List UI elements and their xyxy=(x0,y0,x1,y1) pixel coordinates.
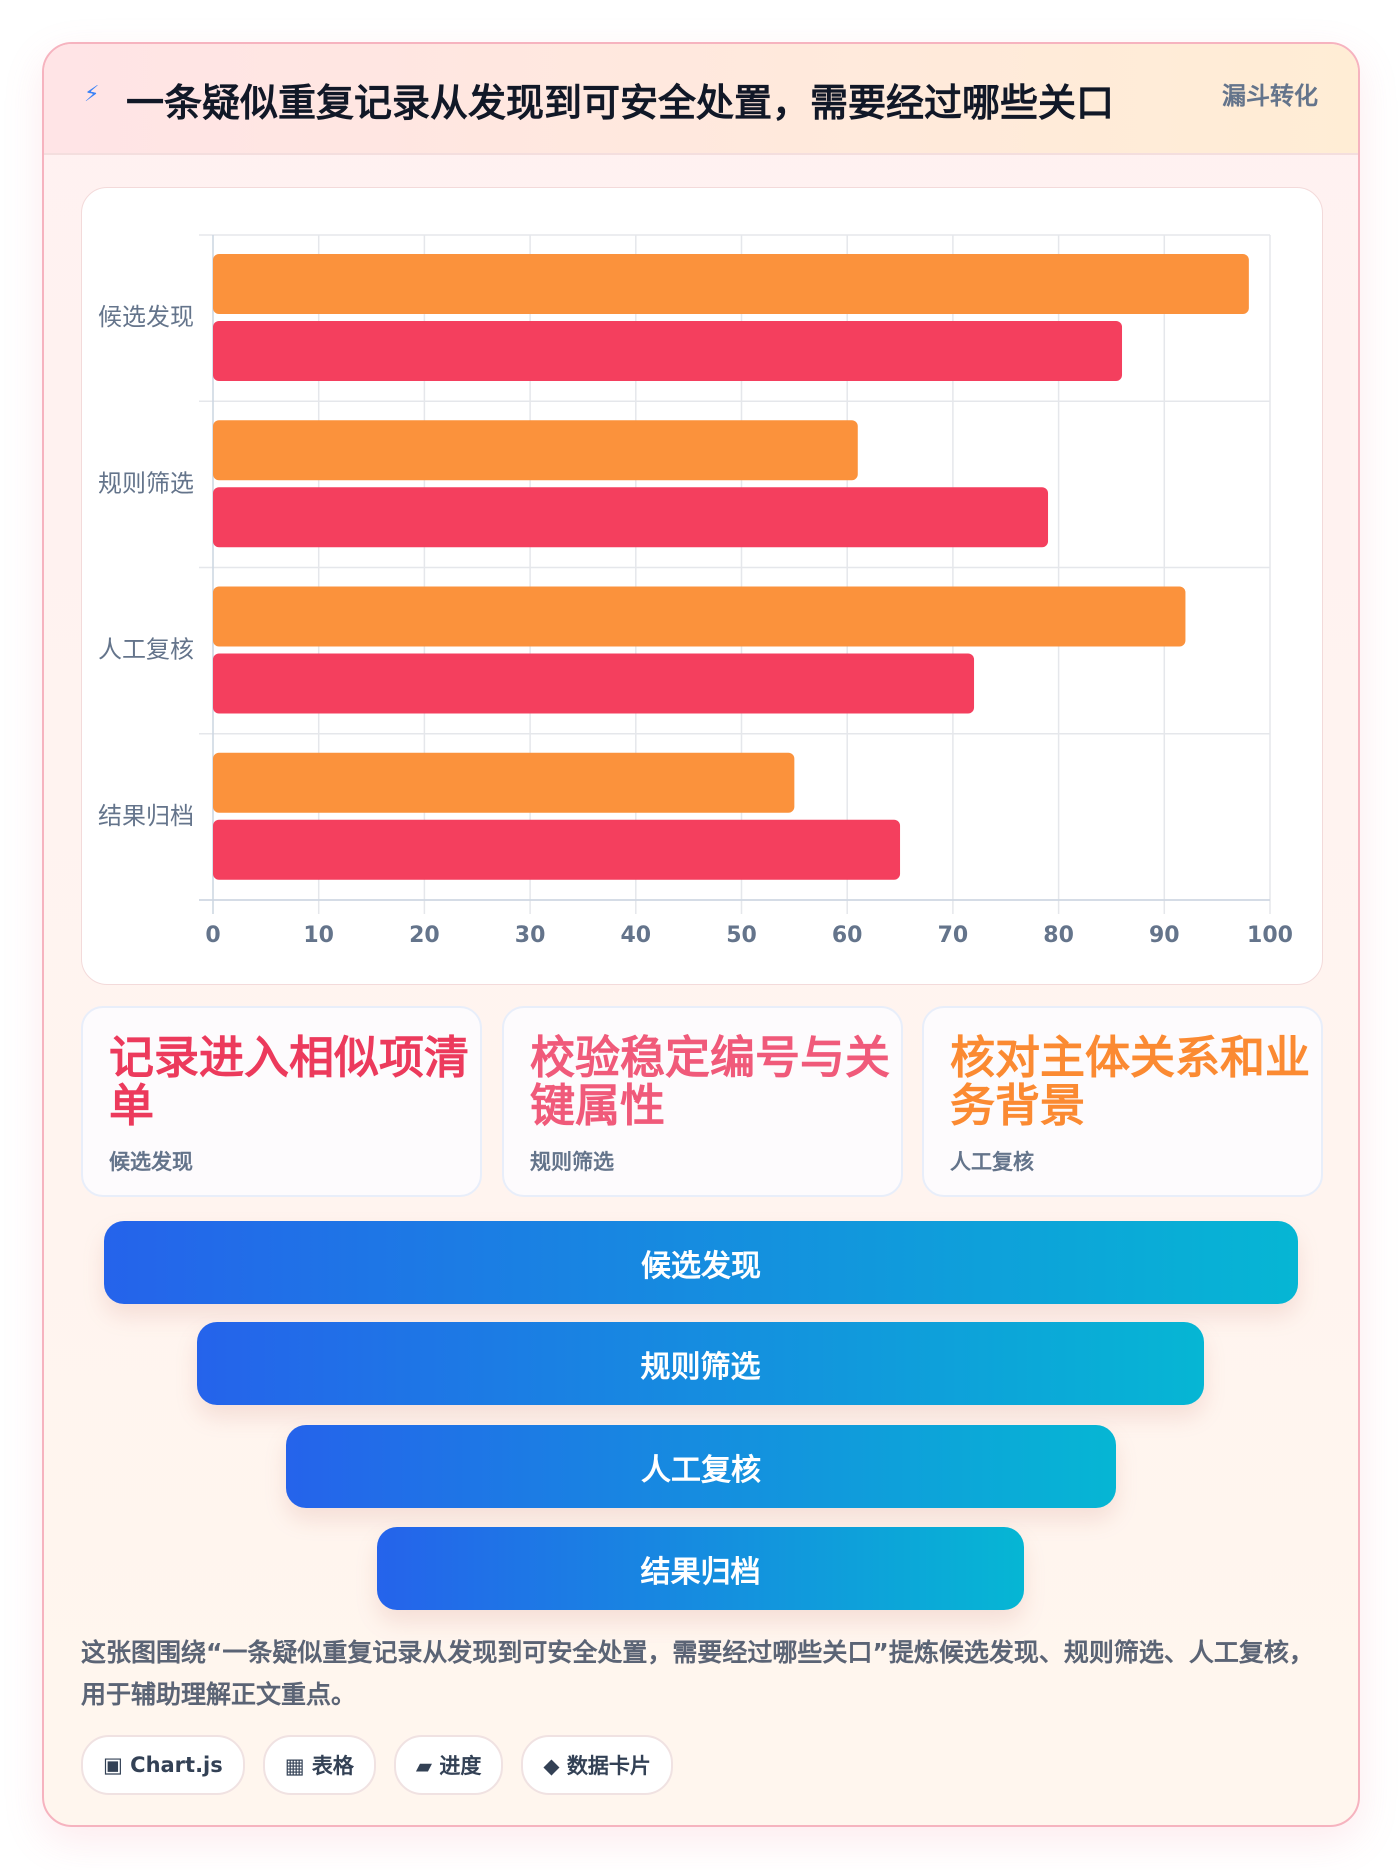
y-tick-label: 候选发现 xyxy=(98,303,194,331)
tag: ▣ Chart.js xyxy=(81,1735,245,1795)
bar xyxy=(213,653,975,714)
tag: ◆ 数据卡片 xyxy=(521,1735,673,1795)
info-card: 核对主体关系和业务背景 人工复核 xyxy=(922,1006,1323,1197)
header-tag: 漏斗转化 xyxy=(1222,82,1318,110)
funnel-stage: 候选发现 xyxy=(104,1221,1298,1304)
bar xyxy=(213,487,1049,548)
y-tick-label: 人工复核 xyxy=(98,636,194,664)
x-tick-label: 60 xyxy=(832,923,863,948)
x-tick-label: 70 xyxy=(938,923,969,948)
info-card: 记录进入相似项清单 候选发现 xyxy=(81,1006,482,1197)
description: 这张图围绕“一条疑似重复记录从发现到可安全处置，需要经过哪些关口”提炼候选发现、… xyxy=(81,1638,1314,1709)
bar xyxy=(213,254,1249,314)
header-title: 一条疑似重复记录从发现到可安全处置，需要经过哪些关口 xyxy=(126,81,1115,125)
x-tick-label: 20 xyxy=(409,923,440,948)
bar xyxy=(213,321,1123,381)
info-card-label: 人工复核 xyxy=(950,1150,1034,1174)
bar xyxy=(213,819,901,880)
bar xyxy=(213,420,858,481)
bar xyxy=(213,752,795,813)
funnel-stage: 人工复核 xyxy=(286,1425,1116,1508)
x-tick-label: 50 xyxy=(726,923,757,948)
card: ⚡ 一条疑似重复记录从发现到可安全处置，需要经过哪些关口 漏斗转化 0 10 20 3… xyxy=(42,42,1360,1827)
header-icon: ⚡ xyxy=(84,82,100,107)
info-card: 校验稳定编号与关键属性 规则筛选 xyxy=(502,1006,903,1197)
x-tick-label: 30 xyxy=(515,923,546,948)
x-tick-label: 10 xyxy=(303,923,334,948)
funnel-stage: 规则筛选 xyxy=(197,1322,1204,1405)
info-card-label: 候选发现 xyxy=(109,1150,193,1174)
x-tick-label: 90 xyxy=(1149,923,1180,948)
y-tick-label: 规则筛选 xyxy=(98,469,194,497)
x-tick-label: 0 xyxy=(205,923,220,948)
info-card-title: 核对主体关系和业务背景 xyxy=(950,1031,1311,1132)
x-tick-label: 80 xyxy=(1043,923,1074,948)
tag: ▰ 进度 xyxy=(393,1735,504,1795)
chart-panel: 0 10 20 30 40 50 60 70 80 90 100 候选发现规则筛选人工复核结果归档 xyxy=(81,187,1323,985)
info-card-title: 校验稳定编号与关键属性 xyxy=(530,1031,891,1132)
tag: ▦ 表格 xyxy=(262,1735,376,1795)
header: ⚡ 一条疑似重复记录从发现到可安全处置，需要经过哪些关口 漏斗转化 xyxy=(44,44,1358,155)
tag-list: ▣ Chart.js ▦ 表格 ▰ 进度 ◆ 数据卡片 xyxy=(81,1735,673,1795)
funnel-stage: 结果归档 xyxy=(377,1527,1024,1610)
x-tick-label: 40 xyxy=(620,923,651,948)
y-tick-label: 结果归档 xyxy=(98,802,194,830)
info-card-label: 规则筛选 xyxy=(530,1150,614,1174)
bar xyxy=(213,586,1186,647)
x-tick-label: 100 xyxy=(1247,923,1293,948)
info-card-title: 记录进入相似项清单 xyxy=(109,1031,470,1132)
